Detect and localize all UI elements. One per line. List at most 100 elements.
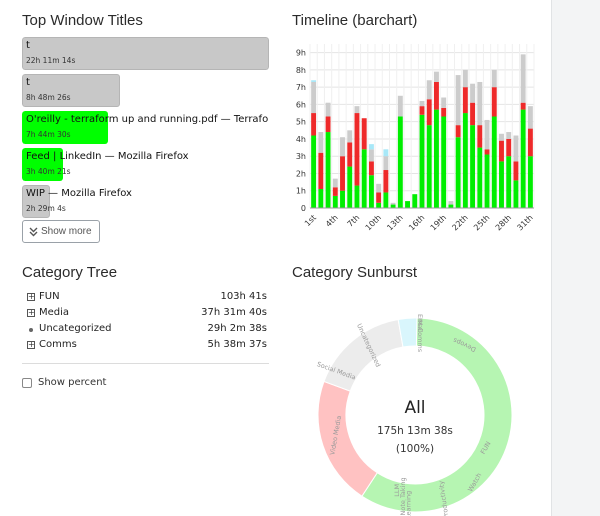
timeline-bar-segment[interactable]	[433, 71, 439, 82]
timeline-bar-segment[interactable]	[340, 137, 345, 157]
timeline-bar-segment[interactable]	[426, 125, 432, 208]
timeline-bar-segment[interactable]	[311, 81, 317, 114]
timeline-bar-segment[interactable]	[332, 187, 338, 196]
timeline-bar-segment[interactable]	[368, 144, 374, 150]
timeline-bar-segment[interactable]	[419, 100, 425, 107]
timeline-bar-segment[interactable]	[383, 192, 389, 208]
timeline-bar-segment[interactable]	[347, 166, 353, 208]
timeline-bar-segment[interactable]	[470, 125, 476, 208]
timeline-bar-segment[interactable]	[383, 156, 389, 171]
timeline-bar-segment[interactable]	[332, 195, 338, 208]
timeline-bar-segment[interactable]	[491, 116, 497, 208]
timeline-bar-segment[interactable]	[325, 132, 331, 208]
timeline-bar-segment[interactable]	[441, 97, 447, 108]
show-more-button[interactable]: Show more	[22, 220, 100, 243]
timeline-bar-segment[interactable]	[419, 114, 425, 208]
timeline-bar-segment[interactable]	[527, 106, 533, 129]
expand-plus-icon[interactable]: +	[27, 292, 35, 301]
category-tree-row[interactable]: Uncategorized 29h 2m 38s	[27, 323, 267, 337]
timeline-bar-segment[interactable]	[347, 130, 353, 143]
timeline-bar-segment[interactable]	[455, 75, 461, 126]
timeline-bar-segment[interactable]	[383, 149, 389, 157]
timeline-bar-segment[interactable]	[311, 113, 317, 136]
timeline-bar-segment[interactable]	[527, 156, 533, 208]
timeline-bar-segment[interactable]	[318, 152, 324, 190]
timeline-bar-segment[interactable]	[477, 147, 483, 208]
show-percent-checkbox[interactable]	[22, 378, 32, 388]
window-title-row[interactable]: t 8h 48m 26s	[22, 74, 269, 107]
timeline-bar-segment[interactable]	[426, 80, 432, 100]
timeline-bar-segment[interactable]	[484, 119, 490, 150]
expand-plus-icon[interactable]: +	[27, 340, 35, 349]
timeline-bar-segment[interactable]	[499, 161, 504, 208]
timeline-bar-segment[interactable]	[506, 156, 512, 208]
timeline-bar-segment[interactable]	[506, 138, 512, 157]
timeline-bar-segment[interactable]	[383, 170, 389, 193]
expand-plus-icon[interactable]: +	[27, 308, 35, 317]
timeline-bar-segment[interactable]	[419, 106, 425, 115]
window-title-row[interactable]: WIP — Mozilla Firefox 2h 29m 4s	[22, 185, 269, 218]
timeline-bar-segment[interactable]	[340, 156, 345, 191]
timeline-bar-segment[interactable]	[354, 106, 360, 114]
timeline-bar-segment[interactable]	[462, 87, 468, 114]
category-tree-row[interactable]: + FUN 103h 41s	[27, 291, 267, 305]
timeline-bar-segment[interactable]	[354, 113, 360, 186]
timeline-bar-segment[interactable]	[455, 137, 461, 208]
timeline-bar-segment[interactable]	[484, 149, 490, 155]
timeline-bar-segment[interactable]	[368, 149, 374, 162]
timeline-bar-segment[interactable]	[441, 107, 447, 117]
timeline-bar-segment[interactable]	[499, 140, 504, 162]
window-title-row[interactable]: Feed | LinkedIn — Mozilla Firefox 3h 40m …	[22, 148, 269, 181]
timeline-bar-segment[interactable]	[347, 142, 353, 167]
timeline-bar-segment[interactable]	[332, 178, 338, 188]
category-tree-row[interactable]: + Media 37h 31m 40s	[27, 307, 267, 321]
timeline-bar-segment[interactable]	[325, 102, 331, 117]
timeline-bar-segment[interactable]	[368, 161, 374, 176]
timeline-bar-segment[interactable]	[462, 113, 468, 208]
timeline-bar-segment[interactable]	[513, 161, 519, 181]
category-tree-row[interactable]: + Comms 5h 38m 37s	[27, 339, 267, 353]
timeline-bar-segment[interactable]	[405, 201, 411, 208]
timeline-bar-segment[interactable]	[368, 175, 374, 208]
window-title-row[interactable]: t 22h 11m 14s	[22, 37, 269, 70]
timeline-bar-segment[interactable]	[361, 118, 367, 150]
timeline-bar-segment[interactable]	[311, 80, 317, 82]
timeline-bar-segment[interactable]	[354, 185, 360, 208]
timeline-bar-segment[interactable]	[499, 133, 504, 141]
timeline-bar-segment[interactable]	[426, 99, 432, 126]
timeline-bar-segment[interactable]	[477, 125, 483, 148]
timeline-bar-segment[interactable]	[470, 102, 476, 126]
timeline-bar-segment[interactable]	[470, 83, 476, 103]
timeline-bar-segment[interactable]	[520, 54, 526, 103]
timeline-bar-segment[interactable]	[491, 87, 497, 117]
timeline-bar-segment[interactable]	[397, 95, 403, 117]
timeline-bar-segment[interactable]	[448, 204, 454, 208]
timeline-bar-segment[interactable]	[513, 135, 519, 162]
sunburst-segment-comms[interactable]	[397, 317, 418, 348]
timeline-bar-segment[interactable]	[376, 192, 382, 203]
timeline-bar-segment[interactable]	[376, 183, 382, 193]
timeline-bar-segment[interactable]	[325, 116, 331, 133]
timeline-bar-segment[interactable]	[340, 190, 345, 208]
timeline-bar-segment[interactable]	[477, 81, 483, 126]
timeline-bar-segment[interactable]	[376, 202, 382, 208]
timeline-bar-segment[interactable]	[390, 204, 396, 208]
timeline-bar-segment[interactable]	[311, 135, 317, 208]
timeline-bar-segment[interactable]	[433, 109, 439, 208]
sunburst-segment-fun[interactable]	[361, 317, 513, 513]
timeline-bar-segment[interactable]	[491, 69, 497, 88]
timeline-bar-segment[interactable]	[361, 149, 367, 208]
timeline-bar-segment[interactable]	[513, 180, 519, 208]
window-title-row[interactable]: O'reilly - terraform up and running.pdf …	[22, 111, 269, 144]
timeline-bar-segment[interactable]	[412, 194, 418, 208]
timeline-bar-segment[interactable]	[441, 116, 447, 208]
timeline-bar-segment[interactable]	[520, 102, 526, 110]
timeline-bar-segment[interactable]	[455, 125, 461, 138]
timeline-bar-segment[interactable]	[484, 154, 490, 208]
timeline-bar-segment[interactable]	[462, 69, 468, 88]
timeline-bar-segment[interactable]	[448, 201, 454, 205]
timeline-bar-segment[interactable]	[527, 128, 533, 157]
timeline-bar-segment[interactable]	[318, 189, 324, 208]
timeline-bar-segment[interactable]	[390, 202, 396, 205]
timeline-bar-segment[interactable]	[506, 132, 512, 139]
